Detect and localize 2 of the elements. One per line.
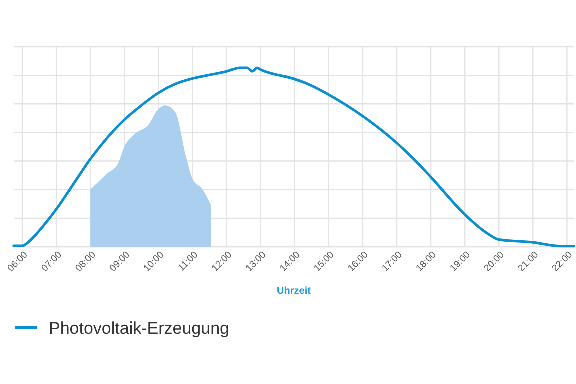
x-axis-title: Uhrzeit [277, 286, 312, 297]
legend-label: Photovoltaik-Erzeugung [49, 319, 230, 338]
